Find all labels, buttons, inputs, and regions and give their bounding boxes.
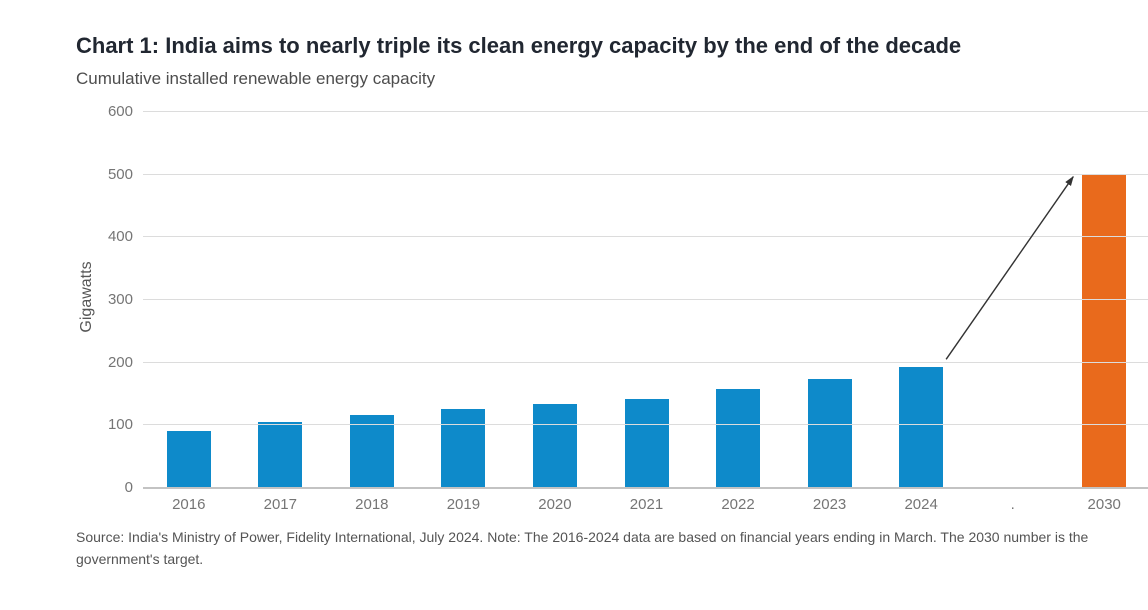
- bar-2019: [441, 408, 486, 487]
- x-tick-label: 2017: [263, 496, 297, 513]
- x-tick-label: 2019: [446, 496, 481, 513]
- bar-2023: [807, 379, 852, 487]
- chart-title: Chart 1: India aims to nearly triple its…: [76, 33, 962, 58]
- y-tick-label: 200: [107, 353, 133, 371]
- gridline-500: [143, 173, 1148, 175]
- bar-2018: [349, 414, 394, 487]
- x-tick-label: 2022: [721, 496, 755, 513]
- gridline-200: [143, 361, 1148, 363]
- x-tick-label: 2021: [629, 496, 664, 513]
- x-tick-label: .: [1010, 496, 1015, 513]
- x-tick-label: 2020: [538, 496, 572, 513]
- y-tick-label: 300: [107, 291, 133, 308]
- x-tick-label: 2023: [812, 496, 847, 513]
- bar-2017: [258, 422, 303, 487]
- gridline-300: [143, 299, 1148, 300]
- y-tick-label: 600: [107, 103, 133, 120]
- y-tick-label: 400: [107, 228, 133, 246]
- gridline-400: [143, 236, 1148, 238]
- bar-2016: [166, 431, 211, 487]
- gridline-600: [143, 111, 1148, 112]
- plot-area: 2030. 2024 2023 2022 2021 2020 2019 2018 2017 201…: [108, 103, 1148, 513]
- y-tick-label: 0: [124, 479, 133, 496]
- bar-2022: [716, 388, 761, 487]
- bar-2024: [899, 367, 944, 487]
- target-arrow-line: [945, 175, 1074, 360]
- x-axis-line: [143, 487, 1148, 489]
- gridline-100: [143, 424, 1148, 426]
- bar-2021: [624, 398, 669, 487]
- source-note: Source: India's Ministry of Power, Fidel…: [76, 529, 1089, 567]
- bar-2030: [1082, 173, 1127, 487]
- y-tick-label: 100: [107, 416, 133, 434]
- chart-subtitle: Cumulative installed renewable energy ca…: [76, 69, 436, 88]
- x-tick-label: 2016: [172, 496, 206, 513]
- bar-2020: [532, 404, 577, 487]
- x-tick-label: 2030: [1087, 496, 1121, 513]
- x-tick-label: 2018: [355, 496, 389, 513]
- y-tick-label: 500: [107, 165, 133, 183]
- x-tick-label: 2024: [904, 496, 938, 513]
- renewable-capacity-chart: Chart 1: India aims to nearly triple its…: [40, 16, 1148, 594]
